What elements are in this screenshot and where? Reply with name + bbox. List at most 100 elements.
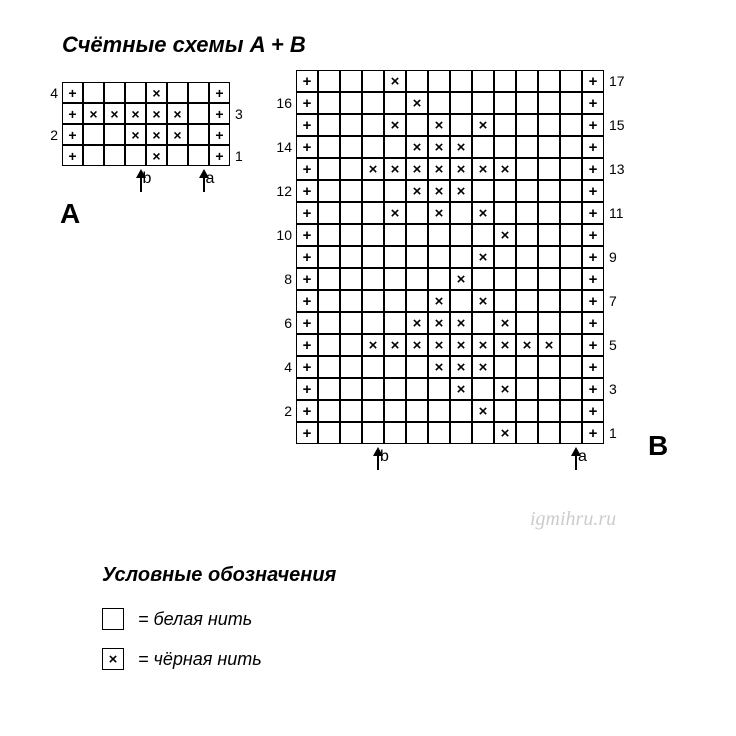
cell: + bbox=[296, 312, 318, 334]
cell: × bbox=[362, 158, 384, 180]
cell: × bbox=[406, 334, 428, 356]
cell: + bbox=[296, 180, 318, 202]
cell bbox=[494, 246, 516, 268]
cell: × bbox=[494, 224, 516, 246]
cell bbox=[560, 378, 582, 400]
row-number: 1 bbox=[609, 425, 617, 441]
row-number: 7 bbox=[609, 293, 617, 309]
legend-text: = чёрная нить bbox=[138, 649, 262, 670]
cell bbox=[538, 158, 560, 180]
cell: × bbox=[494, 334, 516, 356]
cell bbox=[450, 290, 472, 312]
cell bbox=[538, 422, 560, 444]
main-title: Счётные схемы A + B bbox=[62, 32, 306, 58]
cell: × bbox=[472, 158, 494, 180]
row-divider bbox=[296, 223, 604, 225]
cell: × bbox=[384, 334, 406, 356]
cell: × bbox=[146, 82, 167, 103]
cell bbox=[340, 158, 362, 180]
cell bbox=[516, 268, 538, 290]
cell bbox=[472, 92, 494, 114]
cell: + bbox=[582, 268, 604, 290]
chart-b: 1716151413121110987654321+×++×++×××++×××… bbox=[296, 70, 604, 444]
cell bbox=[318, 356, 340, 378]
cell bbox=[83, 145, 104, 166]
cell: + bbox=[62, 103, 83, 124]
cell: + bbox=[296, 92, 318, 114]
cell bbox=[318, 290, 340, 312]
chart-a-label: A bbox=[60, 198, 80, 230]
cell bbox=[384, 312, 406, 334]
arrow-label: b bbox=[143, 170, 152, 188]
cell: × bbox=[384, 158, 406, 180]
cell bbox=[428, 92, 450, 114]
chart-grid: +×++×++×××++×××++×××××××++×××++×××++×++×… bbox=[296, 70, 604, 444]
cell bbox=[362, 356, 384, 378]
cell bbox=[428, 246, 450, 268]
cell: × bbox=[406, 136, 428, 158]
cell bbox=[560, 70, 582, 92]
cell bbox=[406, 290, 428, 312]
cell: + bbox=[582, 114, 604, 136]
legend: = белая нить×= чёрная нить bbox=[102, 608, 262, 688]
cell bbox=[318, 400, 340, 422]
cell bbox=[560, 312, 582, 334]
cell bbox=[516, 136, 538, 158]
cell: + bbox=[62, 145, 83, 166]
cell bbox=[104, 124, 125, 145]
cell: × bbox=[472, 246, 494, 268]
cell: × bbox=[538, 334, 560, 356]
cell bbox=[516, 70, 538, 92]
cell bbox=[472, 378, 494, 400]
cell bbox=[340, 378, 362, 400]
cell bbox=[318, 334, 340, 356]
cell: × bbox=[406, 92, 428, 114]
cell: + bbox=[209, 82, 230, 103]
cell bbox=[384, 180, 406, 202]
cell: × bbox=[384, 114, 406, 136]
row-number: 6 bbox=[274, 315, 292, 331]
cell: + bbox=[582, 378, 604, 400]
legend-title: Условные обозначения bbox=[102, 564, 336, 587]
cell bbox=[384, 290, 406, 312]
cell bbox=[516, 356, 538, 378]
cell bbox=[516, 378, 538, 400]
cell bbox=[560, 334, 582, 356]
cell bbox=[384, 224, 406, 246]
cell: × bbox=[450, 136, 472, 158]
cell bbox=[340, 224, 362, 246]
cell bbox=[362, 400, 384, 422]
cell: × bbox=[146, 124, 167, 145]
row-number: 1 bbox=[235, 148, 243, 164]
cell bbox=[340, 268, 362, 290]
legend-symbol: × bbox=[102, 648, 124, 670]
cell bbox=[384, 400, 406, 422]
cell bbox=[167, 82, 188, 103]
cell bbox=[340, 114, 362, 136]
cell bbox=[188, 82, 209, 103]
cell bbox=[472, 268, 494, 290]
cell: × bbox=[406, 158, 428, 180]
arrow-marker: a bbox=[194, 169, 215, 188]
cell bbox=[362, 224, 384, 246]
cell: + bbox=[296, 268, 318, 290]
cell: × bbox=[472, 202, 494, 224]
cell: × bbox=[83, 103, 104, 124]
cell bbox=[362, 246, 384, 268]
cell bbox=[340, 422, 362, 444]
cell: × bbox=[450, 268, 472, 290]
cell: + bbox=[62, 124, 83, 145]
cell bbox=[83, 124, 104, 145]
row-number: 2 bbox=[40, 127, 58, 143]
cell bbox=[472, 312, 494, 334]
cell bbox=[406, 422, 428, 444]
cell: + bbox=[582, 312, 604, 334]
cell: × bbox=[428, 180, 450, 202]
chart-a: 4321+×++×××××++×××++×+ba bbox=[62, 82, 230, 166]
cell: + bbox=[296, 114, 318, 136]
cell bbox=[318, 158, 340, 180]
cell: × bbox=[362, 334, 384, 356]
cell: + bbox=[582, 224, 604, 246]
cell bbox=[428, 268, 450, 290]
row-number: 4 bbox=[274, 359, 292, 375]
